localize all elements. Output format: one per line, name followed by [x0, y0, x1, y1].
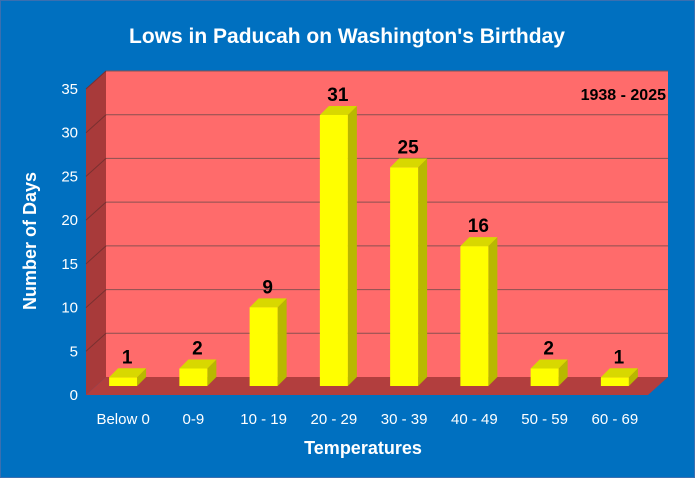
bar-side	[558, 359, 568, 386]
y-tick-label: 35	[61, 81, 78, 98]
y-tick-label: 30	[61, 125, 78, 142]
side-wall	[86, 71, 106, 395]
bar	[460, 237, 498, 386]
data-label: 1	[614, 347, 625, 368]
year-range-annotation: 1938 - 2025	[581, 87, 667, 104]
y-tick-label: 15	[61, 256, 78, 273]
gridline-depth	[85, 70, 107, 90]
bar-top	[390, 158, 428, 168]
bar-top	[179, 359, 217, 369]
bar	[179, 359, 217, 386]
data-label: 31	[327, 85, 349, 106]
bar-side	[277, 298, 287, 386]
gridline-depth	[85, 245, 107, 265]
bar-front	[390, 167, 419, 386]
bar-front	[460, 246, 489, 386]
x-tick-label: 0-9	[183, 411, 205, 428]
y-tick-label: 0	[70, 387, 78, 404]
bar-top	[460, 237, 498, 247]
bar-front	[600, 377, 629, 386]
gridline-depth	[85, 158, 107, 177]
gridline-depth	[85, 201, 107, 221]
bar-side	[137, 368, 147, 386]
x-axis-title: Temperatures	[304, 438, 422, 458]
y-tick-label: 5	[70, 343, 78, 360]
bar-front	[530, 368, 559, 386]
bar-front	[179, 368, 208, 386]
data-label: 9	[262, 277, 273, 298]
y-tick-label: 20	[61, 212, 78, 229]
gridlines	[85, 70, 668, 352]
gridline-depth	[85, 332, 107, 352]
bar-front	[249, 307, 278, 386]
y-axis-title: Number of Days	[20, 172, 40, 310]
bar-front	[319, 114, 348, 386]
data-label: 2	[543, 339, 554, 360]
data-label: 2	[192, 339, 203, 360]
x-tick-label: 20 - 29	[311, 411, 358, 428]
x-tick-label: Below 0	[96, 411, 149, 428]
x-tick-labels: Below 0 0-9 10 - 19 20 - 29 30 - 39 40 - 49 50…	[96, 411, 638, 428]
bar	[390, 158, 428, 386]
bar-side	[628, 368, 638, 386]
bars	[109, 105, 638, 386]
y-tick-labels: 0 5 10 15 20 25 30 35	[61, 81, 78, 404]
y-tick-label: 10	[61, 300, 78, 317]
bar	[249, 298, 287, 386]
data-label: 16	[468, 216, 489, 237]
x-tick-label: 50 - 59	[521, 411, 568, 428]
data-label: 1	[122, 347, 133, 368]
bar-top	[530, 359, 568, 369]
bar-front	[109, 377, 138, 386]
gridline-depth	[85, 289, 107, 308]
data-label: 25	[398, 137, 420, 158]
x-tick-label: 30 - 39	[381, 411, 428, 428]
bar-side	[418, 158, 428, 386]
chart-title: Lows in Paducah on Washington's Birthday	[129, 25, 565, 48]
plot-back-wall	[106, 71, 668, 377]
data-labels: 1 2 9 31 25 16 2 1	[122, 85, 625, 368]
bar	[109, 368, 147, 386]
x-tick-label: 60 - 69	[592, 411, 639, 428]
bar	[600, 368, 638, 386]
bar-top	[319, 105, 357, 115]
bar-side	[488, 237, 498, 386]
plot-floor	[86, 377, 668, 395]
bar	[319, 105, 357, 386]
bar-top	[600, 368, 638, 378]
x-tick-label: 10 - 19	[240, 411, 287, 428]
gridline-depth	[85, 114, 107, 134]
bar-top	[109, 368, 147, 378]
bar-side	[207, 359, 217, 386]
bar	[530, 359, 568, 386]
bar-side	[347, 105, 357, 386]
y-tick-label: 25	[61, 168, 78, 185]
x-tick-label: 40 - 49	[451, 411, 498, 428]
bar-top	[249, 298, 287, 308]
